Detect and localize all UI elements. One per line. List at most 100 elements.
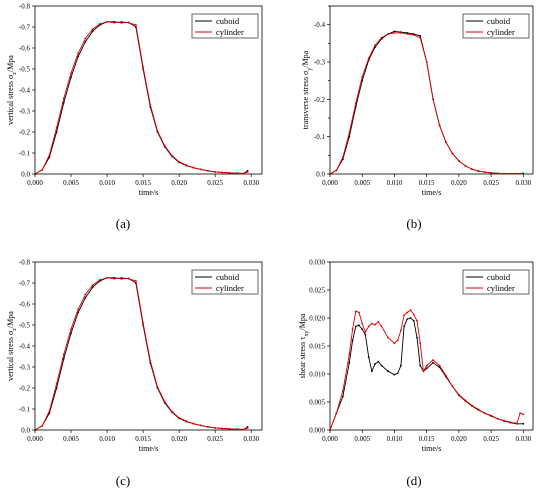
x-tick-label: 0.010 <box>99 435 115 443</box>
series-cylinder-point <box>135 24 137 26</box>
panel-c: time/s vertical stress σz/Mpa cuboid cyl… <box>6 259 263 488</box>
series-cylinder-point <box>113 277 116 280</box>
series-cylinder-point <box>127 21 130 24</box>
x-tick-label: 0.020 <box>171 179 187 187</box>
series-cylinder-point <box>91 28 94 30</box>
series-cuboid-point <box>425 367 428 370</box>
series-cuboid-point <box>84 40 87 43</box>
series-cylinder-point <box>438 364 441 367</box>
series-cuboid-point <box>342 395 344 398</box>
x-tick-label: 0.010 <box>387 435 403 443</box>
series-cylinder-point <box>171 154 173 157</box>
series-cylinder-point <box>380 36 383 39</box>
series-cylinder-point <box>361 322 364 325</box>
legend-cuboid: cuboid <box>216 16 240 26</box>
series-cylinder-point <box>99 23 101 25</box>
series-cylinder-point <box>246 171 249 173</box>
y-tick-label: -0.4 <box>19 87 31 95</box>
y-tick-label: -0.4 <box>19 343 31 351</box>
y-tick-label: 0.0 <box>21 171 30 179</box>
series-cuboid-point <box>77 311 80 314</box>
series-cylinder-point <box>48 154 51 157</box>
legend: cuboid cylinder <box>462 269 530 295</box>
y-tick-label: 0.0 <box>21 427 30 435</box>
y-tick-label: -0.6 <box>19 301 31 309</box>
series-cylinder-point <box>412 313 415 316</box>
series-cylinder-point <box>477 170 480 172</box>
series-cylinder-point <box>55 382 58 385</box>
series-cylinder-point <box>77 308 80 311</box>
series-cylinder-point <box>235 428 238 431</box>
panel-label: (a) <box>116 216 130 231</box>
series-cylinder-point <box>199 424 202 427</box>
series-cylinder-line <box>329 309 524 431</box>
series-cuboid-point <box>91 286 94 289</box>
series-cylinder-point <box>99 279 101 281</box>
series-cylinder-point <box>185 164 188 167</box>
series-cylinder-point <box>358 311 360 314</box>
series-cuboid-point <box>400 364 402 367</box>
series-cuboid-point <box>387 370 389 373</box>
series-cylinder-point <box>243 428 245 431</box>
series-cylinder-point <box>84 293 87 296</box>
series-layer <box>329 309 525 431</box>
y-tick-label: 0.005 <box>309 399 325 407</box>
series-cylinder-point <box>470 404 473 407</box>
series-cylinder-point <box>106 276 108 279</box>
series-cylinder-point <box>445 141 447 144</box>
series-cylinder-point <box>127 277 130 280</box>
y-tick-label: -0.5 <box>19 322 31 330</box>
y-tick-label: -0.2 <box>314 96 326 104</box>
x-axis-label: time/s <box>422 444 442 453</box>
series-cuboid-point <box>62 357 65 360</box>
series-cylinder-point <box>55 126 58 129</box>
series-cylinder-point <box>374 44 376 47</box>
series-cuboid-point <box>91 30 94 33</box>
series-cylinder-point <box>91 284 94 286</box>
x-tick-label: 0.020 <box>451 179 467 187</box>
series-cylinder-point <box>367 325 370 328</box>
series-layer <box>34 20 249 175</box>
x-tick-label: 0.005 <box>354 179 370 187</box>
series-cuboid-point <box>364 333 367 336</box>
series-cuboid-point <box>419 35 422 37</box>
series-cylinder-point <box>509 172 512 175</box>
series-cylinder-line <box>34 21 248 175</box>
series-cylinder-point <box>156 130 159 132</box>
series-cuboid-line <box>34 277 248 431</box>
series-cylinder-point <box>400 32 402 34</box>
y-tick-label: 0.030 <box>309 259 325 267</box>
series-cylinder-point <box>396 339 399 342</box>
series-cylinder-point <box>483 412 486 415</box>
series-cuboid-point <box>409 317 412 319</box>
series-cylinder-point <box>156 386 159 388</box>
series-cuboid-point <box>403 325 405 328</box>
x-tick-label: 0.005 <box>354 435 370 443</box>
series-cuboid-point <box>416 336 418 339</box>
x-tick-label: 0.005 <box>63 179 79 187</box>
series-cylinder-point <box>106 20 108 23</box>
series-cylinder-line <box>34 277 248 431</box>
series-cuboid-point <box>354 325 357 328</box>
x-tick-label: 0.020 <box>171 435 187 443</box>
series-cuboid-point <box>374 363 376 365</box>
series-cylinder-point <box>393 32 396 34</box>
series-cylinder-point <box>178 160 181 163</box>
x-tick-label: 0.000 <box>27 435 43 443</box>
y-axis-label: transverse stress σy/Mpa <box>301 50 313 129</box>
series-cuboid-point <box>77 55 80 58</box>
series-cylinder-point <box>192 422 195 425</box>
series-cylinder-point <box>438 124 441 127</box>
y-tick-label: 0.015 <box>309 343 325 351</box>
series-cylinder-point <box>490 414 492 417</box>
series-cylinder-point <box>70 72 72 75</box>
y-tick-label: 0.020 <box>309 315 325 323</box>
x-tick-label: 0.000 <box>322 435 338 443</box>
series-cylinder-point <box>458 393 460 396</box>
series-cylinder-point <box>214 427 217 429</box>
series-cylinder-point <box>221 171 224 174</box>
series-cuboid-point <box>406 318 409 320</box>
series-cuboid-point <box>432 361 434 364</box>
series-cylinder-point <box>207 169 209 172</box>
series-cuboid-line <box>329 317 524 431</box>
